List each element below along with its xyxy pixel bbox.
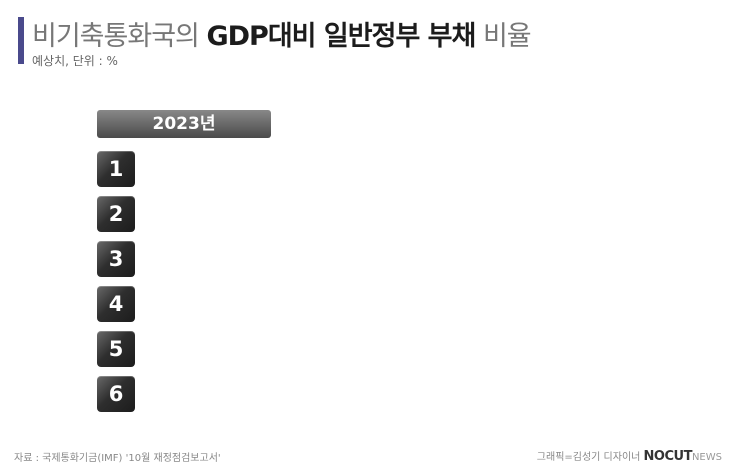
- rank-box-6: 6: [97, 376, 135, 412]
- source-note: 자료 : 국제통화기금(IMF) '10월 재정점검보고서': [14, 449, 221, 464]
- nocut-logo-suffix: NEWS: [692, 452, 722, 463]
- nocut-logo: NOCUT: [644, 449, 692, 464]
- title-accent-bar: [18, 17, 24, 64]
- rank-box-1: 1: [97, 151, 135, 187]
- title-part-dark: GDP대비 일반정부 부채: [206, 21, 475, 52]
- title-part-end: 비율: [483, 21, 531, 52]
- rank-box-5: 5: [97, 331, 135, 367]
- rank-box-4: 4: [97, 286, 135, 322]
- designer-credit: 그래픽=김성기 디자이너: [537, 452, 641, 463]
- rank-box-3: 3: [97, 241, 135, 277]
- graphic-credit: 그래픽=김성기 디자이너 NOCUTNEWS: [537, 448, 722, 464]
- column-header-year: 2023년: [97, 110, 271, 138]
- chart-title: 비기축통화국의 GDP대비 일반정부 부채 비율: [32, 14, 531, 53]
- chart-subtitle: 예상치, 단위 : %: [32, 52, 118, 69]
- rank-box-2: 2: [97, 196, 135, 232]
- title-part-light: 비기축통화국의: [32, 21, 199, 52]
